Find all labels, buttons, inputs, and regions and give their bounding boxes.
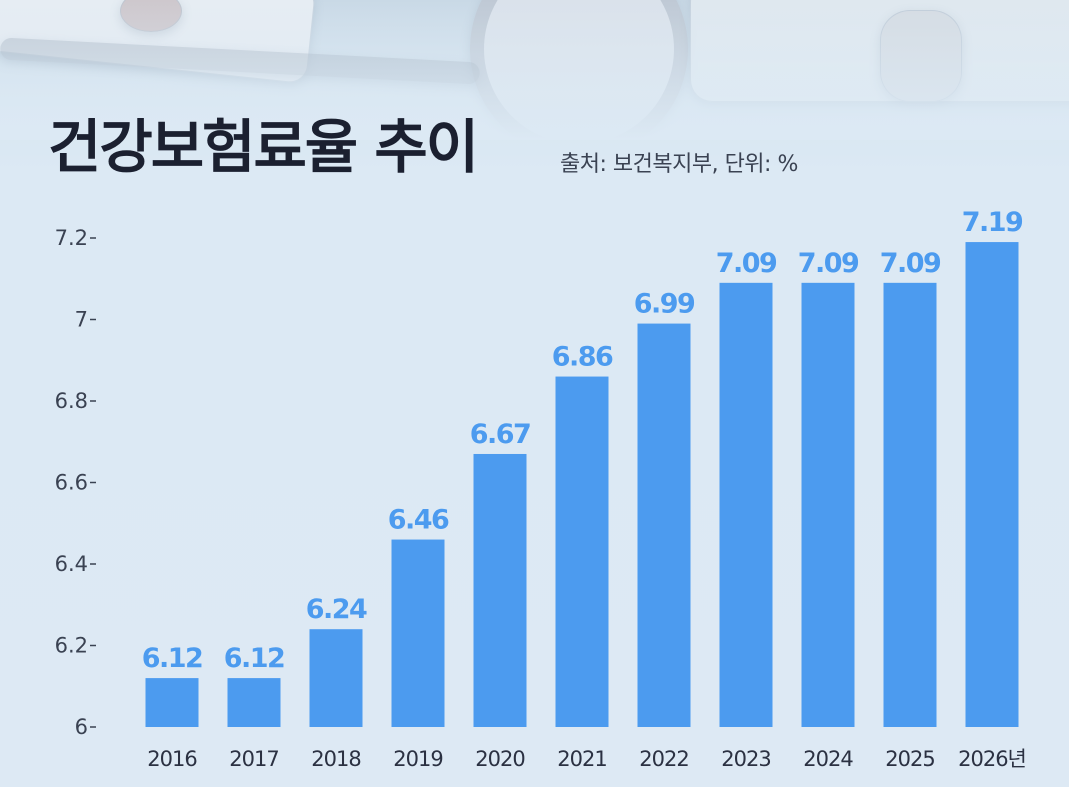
x-tick-label: 2018 <box>311 747 360 771</box>
bar-value-label: 7.09 <box>880 248 941 279</box>
bar <box>473 453 527 727</box>
bar-value-label: 6.67 <box>470 419 531 450</box>
bar <box>555 376 609 727</box>
bar-value-label: 7.19 <box>962 207 1023 238</box>
y-tick-label: 6.6 <box>55 471 88 495</box>
bar <box>309 629 363 727</box>
x-tick-label: 2016 <box>147 747 197 771</box>
y-tick-label: 6.8 <box>55 389 88 413</box>
bar <box>637 323 691 727</box>
bar-value-label: 7.09 <box>716 248 777 279</box>
y-tick-label: 6 <box>75 715 88 739</box>
x-tick-label: 2019 <box>393 747 442 771</box>
bar <box>391 539 445 727</box>
photo-fade-overlay <box>0 0 1069 140</box>
y-tick-label: 7 <box>75 308 88 332</box>
bar-value-label: 6.12 <box>224 643 285 674</box>
x-tick-label: 2021 <box>557 747 606 771</box>
bar <box>965 242 1019 727</box>
bar-value-label: 6.86 <box>552 342 613 373</box>
bar-value-label: 6.46 <box>388 505 449 536</box>
x-tick-label: 2026년 <box>958 747 1026 771</box>
chart-title: 건강보험료율 추이 <box>48 113 479 181</box>
x-tick-label: 2017 <box>229 747 278 771</box>
bar-value-label: 6.24 <box>306 594 367 625</box>
bar <box>227 678 281 727</box>
bar <box>883 282 937 727</box>
bar-value-label: 6.99 <box>634 289 695 320</box>
x-tick-label: 2020 <box>475 747 524 771</box>
x-tick-label: 2023 <box>721 747 770 771</box>
y-tick-label: 6.2 <box>55 634 88 658</box>
bar <box>145 678 199 727</box>
bar-value-label: 7.09 <box>798 248 859 279</box>
chart-source-note: 출처: 보건복지부, 단위: % <box>560 152 798 177</box>
y-tick-label: 6.4 <box>55 552 88 576</box>
x-tick-label: 2022 <box>639 747 688 771</box>
bar <box>801 282 855 727</box>
y-tick-label: 7.2 <box>55 226 88 250</box>
background-photo <box>0 0 1069 140</box>
x-tick-label: 2025 <box>885 747 934 771</box>
x-tick-label: 2024 <box>803 747 853 771</box>
bar-value-label: 6.12 <box>142 643 203 674</box>
bar <box>719 282 773 727</box>
